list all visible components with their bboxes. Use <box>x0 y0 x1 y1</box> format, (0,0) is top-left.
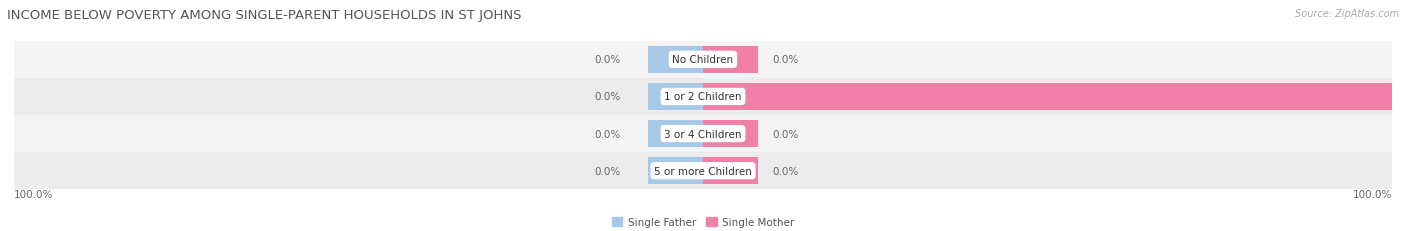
Text: 100.0%: 100.0% <box>1353 189 1392 199</box>
Bar <box>648 84 703 110</box>
Text: No Children: No Children <box>672 55 734 65</box>
Text: 0.0%: 0.0% <box>595 129 620 139</box>
Bar <box>14 42 1392 79</box>
Text: INCOME BELOW POVERTY AMONG SINGLE-PARENT HOUSEHOLDS IN ST JOHNS: INCOME BELOW POVERTY AMONG SINGLE-PARENT… <box>7 9 522 22</box>
Bar <box>14 79 1392 116</box>
Text: 0.0%: 0.0% <box>595 55 620 65</box>
Bar <box>703 47 758 73</box>
Text: 0.0%: 0.0% <box>772 55 799 65</box>
Text: Source: ZipAtlas.com: Source: ZipAtlas.com <box>1295 9 1399 19</box>
Text: 0.0%: 0.0% <box>772 166 799 176</box>
Bar <box>648 158 703 184</box>
Text: 5 or more Children: 5 or more Children <box>654 166 752 176</box>
Bar <box>648 121 703 147</box>
Bar <box>14 116 1392 152</box>
Text: 0.0%: 0.0% <box>595 92 620 102</box>
Legend: Single Father, Single Mother: Single Father, Single Mother <box>607 213 799 231</box>
Bar <box>703 121 758 147</box>
Text: 1 or 2 Children: 1 or 2 Children <box>664 92 742 102</box>
Bar <box>14 152 1392 189</box>
Text: 0.0%: 0.0% <box>595 166 620 176</box>
Text: 3 or 4 Children: 3 or 4 Children <box>664 129 742 139</box>
Bar <box>703 158 758 184</box>
Bar <box>703 84 1392 110</box>
Text: 0.0%: 0.0% <box>772 129 799 139</box>
Bar <box>648 47 703 73</box>
Text: 100.0%: 100.0% <box>14 189 53 199</box>
